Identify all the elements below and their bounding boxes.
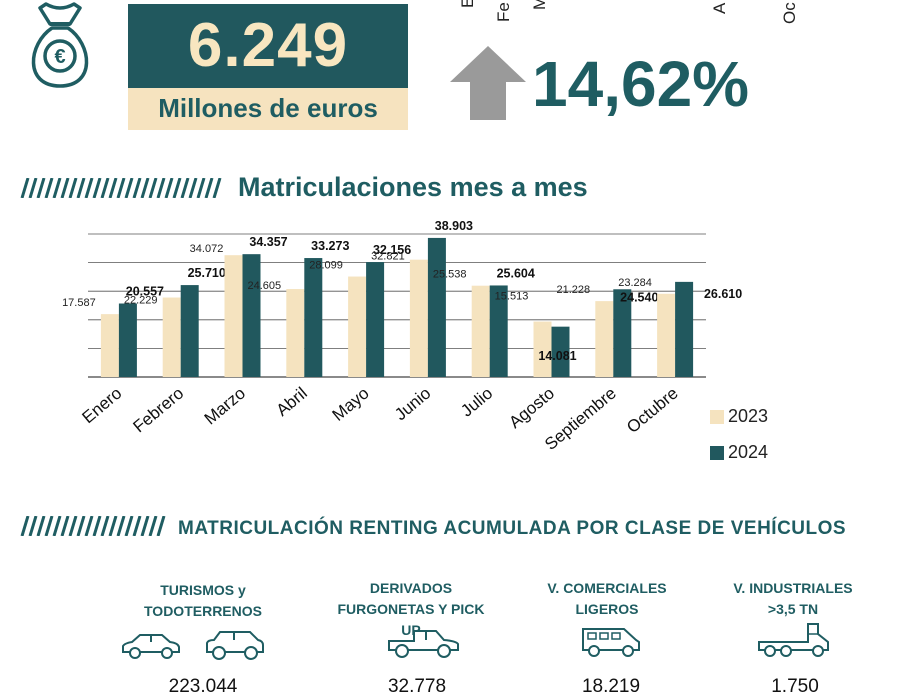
sedan-icon: [122, 634, 180, 659]
cut-label-1: E: [458, 0, 477, 8]
bar-2023-junio: [409, 259, 428, 377]
bar-2024-junio: [427, 237, 446, 377]
bar-2023-marzo: [224, 255, 243, 377]
bar-2024-septiembre: [613, 289, 632, 377]
category-line2: FURGONETAS Y PICK UP: [337, 601, 485, 638]
amount-unit: Millones de euros: [128, 88, 408, 130]
data-label-2023: 15.513: [495, 291, 529, 303]
van-icon: [582, 628, 640, 657]
bar-2024-mayo: [366, 262, 385, 377]
bar-2023-agosto: [533, 321, 552, 377]
bar-2023-abril: [286, 289, 305, 377]
category-label: Marzo: [201, 384, 249, 429]
category-value-comerciales: 18.219: [581, 676, 641, 697]
pickup-icon: [388, 630, 459, 658]
cut-label-4: A: [710, 2, 729, 14]
section-divider-stripes-2: [20, 516, 166, 536]
data-label-2023: 28.099: [309, 260, 343, 272]
truck-icon: [758, 623, 829, 657]
svg-text:€: €: [54, 46, 65, 68]
bar-2023-septiembre: [595, 301, 614, 377]
data-label-2023: 32.821: [371, 251, 405, 263]
data-label-2023: 22.229: [124, 295, 158, 307]
bar-2024-agosto: [551, 326, 570, 377]
section-divider-stripes: [20, 178, 222, 198]
legend-swatch-2023: [710, 410, 724, 424]
data-label-2024: 14.081: [538, 349, 576, 363]
data-label-2023: 25.538: [433, 269, 467, 281]
cut-label-2: Fe: [494, 2, 513, 22]
category-industriales: V. INDUSTRIALES >3,5 TN: [708, 578, 878, 620]
section-title-monthly: Matriculaciones mes a mes: [238, 172, 588, 202]
legend-swatch-2024: [710, 446, 724, 460]
data-label-2024: 34.357: [249, 235, 287, 249]
bar-2023-enero: [100, 314, 119, 377]
category-line2: TODOTERRENOS: [144, 603, 262, 619]
legend-label-2024: 2024: [728, 442, 769, 462]
bar-2024-julio: [489, 285, 508, 377]
category-label: Octubre: [623, 384, 682, 437]
bar-2023-febrero: [162, 297, 181, 377]
amount-value: 6.249: [187, 11, 349, 80]
data-label-2024: 24.540: [620, 290, 658, 304]
growth-percentage: 14,62%: [532, 48, 750, 120]
bar-2023-julio: [471, 285, 490, 377]
data-label-2024: 25.604: [497, 266, 535, 280]
category-line1: DERIVADOS: [369, 580, 453, 596]
category-label: Abril: [273, 384, 311, 420]
cut-label-5: Oc: [780, 2, 799, 24]
category-line2: >3,5 TN: [767, 601, 819, 617]
data-label-2024: 33.273: [311, 239, 349, 253]
category-line1: V. INDUSTRIALES: [733, 580, 853, 596]
data-label-2024: 32.156: [373, 243, 411, 257]
category-value-industriales: 1.750: [771, 676, 819, 697]
data-label-2023: 24.605: [247, 280, 281, 292]
section-title-renting: MATRICULACIÓN RENTING ACUMULADA POR CLAS…: [178, 518, 847, 539]
category-label: Mayo: [329, 384, 373, 425]
category-label: Julio: [457, 384, 496, 421]
data-label-2023: 21.228: [556, 284, 590, 296]
amount-box: [128, 4, 408, 88]
category-turismos: TURISMOS y TODOTERRENOS: [118, 580, 288, 622]
bar-2024-febrero: [180, 285, 199, 377]
data-label-2023: 34.072: [190, 243, 224, 255]
category-line1: TURISMOS y: [160, 582, 246, 598]
category-label: Febrero: [129, 384, 187, 437]
bar-2024-enero: [118, 303, 137, 377]
category-label: Agosto: [505, 384, 558, 433]
data-label-2024: 20.557: [126, 285, 164, 299]
data-label-2024: 38.903: [435, 220, 473, 233]
category-value-derivados: 32.778: [387, 676, 447, 697]
category-value-turismos: 223.044: [168, 676, 238, 697]
data-label-2024: 26.610: [704, 287, 742, 301]
bar-2024-marzo: [242, 254, 261, 377]
legend-label-2023: 2023: [728, 406, 769, 426]
money-bag-icon: €: [31, 2, 89, 88]
monthly-registrations-chart: 17.587 20.557 Enero 22.229 25.710 Febrero 34.0…: [62, 220, 742, 454]
cut-label-3: M: [530, 0, 549, 10]
bar-2023-mayo: [348, 276, 367, 377]
data-label-2023: 23.284: [618, 277, 652, 289]
category-label: Junio: [391, 384, 434, 425]
data-label-2023: 17.587: [62, 297, 96, 309]
bar-2023-octubre: [657, 293, 676, 377]
data-label-2024: 25.710: [188, 266, 226, 280]
bar-2024-abril: [304, 258, 323, 377]
suv-icon: [206, 631, 264, 660]
category-line2: LIGEROS: [575, 601, 639, 617]
bar-2024-octubre: [675, 281, 694, 377]
category-derivados: DERIVADOS FURGONETAS Y PICK UP: [326, 578, 496, 641]
category-line1: V. COMERCIALES: [547, 580, 667, 596]
category-comerciales: V. COMERCIALES LIGEROS: [522, 578, 692, 620]
category-label: Enero: [78, 384, 125, 428]
up-arrow-icon: [450, 46, 526, 120]
